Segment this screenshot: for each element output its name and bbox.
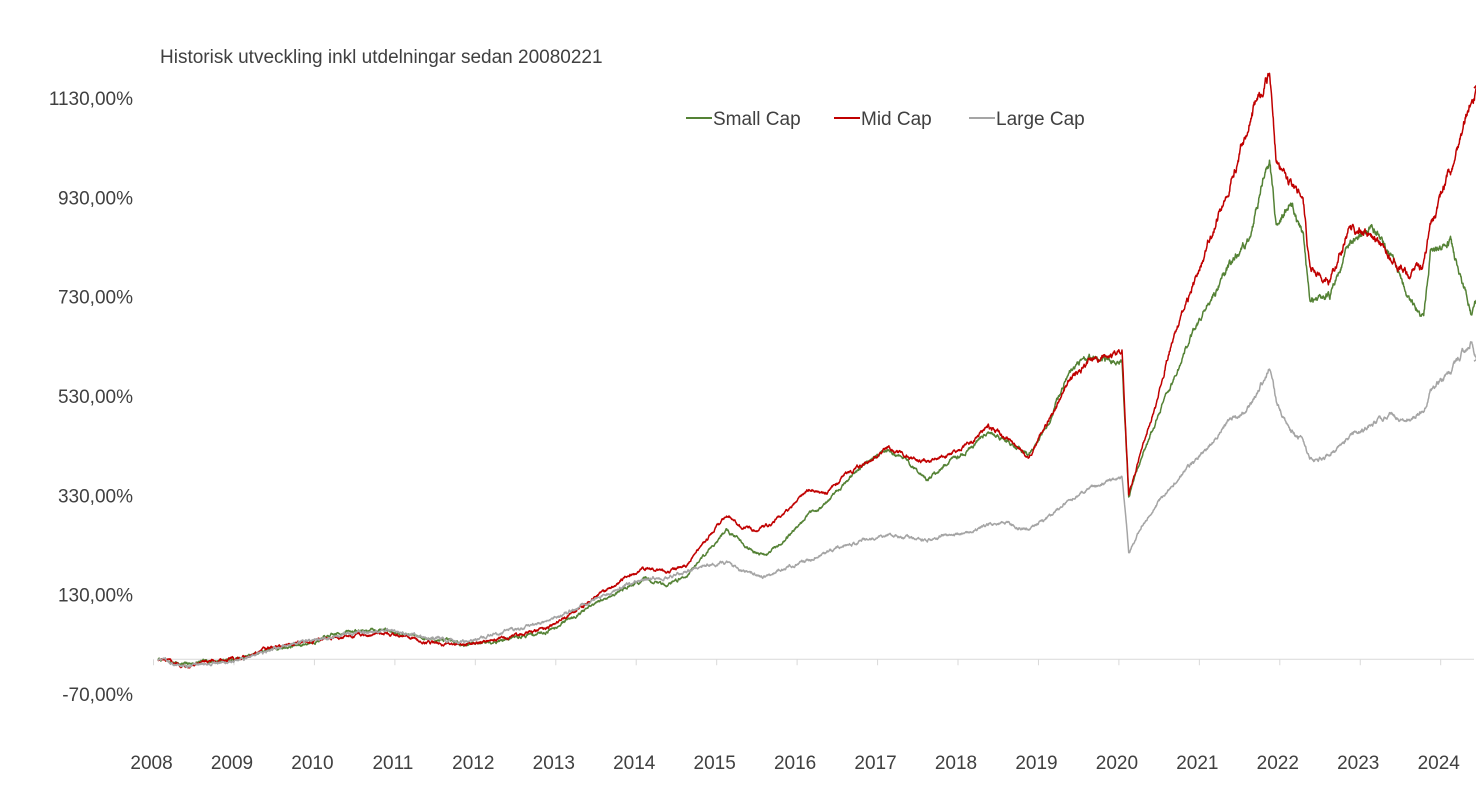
y-tick-label: 330,00% xyxy=(58,486,133,507)
x-tick-label: 2008 xyxy=(130,753,172,774)
x-tick-label: 2017 xyxy=(854,753,896,774)
y-tick-label: -70,00% xyxy=(62,685,133,706)
x-tick-label: 2023 xyxy=(1337,753,1379,774)
x-tick-label: 2021 xyxy=(1176,753,1218,774)
legend-label: Small Cap xyxy=(713,109,801,130)
x-tick-label: 2015 xyxy=(694,753,736,774)
x-tick-label: 2009 xyxy=(211,753,253,774)
x-tick-label: 2024 xyxy=(1418,753,1461,774)
x-tick-label: 2016 xyxy=(774,753,816,774)
x-tick-label: 2012 xyxy=(452,753,494,774)
x-tick-label: 2018 xyxy=(935,753,977,774)
legend-label: Mid Cap xyxy=(861,109,932,130)
series-line-small-cap xyxy=(157,159,1476,666)
chart-axes: 2008 2009 2010 2011 2012 2013 2014 2015 2016 2017… xyxy=(49,89,1474,774)
x-tick-label: 2019 xyxy=(1015,753,1057,774)
x-tick-label: 2011 xyxy=(372,753,413,774)
y-tick-label: 130,00% xyxy=(58,586,133,607)
x-tick-label: 2013 xyxy=(533,753,575,774)
y-tick-label: 530,00% xyxy=(58,387,133,408)
x-tick-label: 2010 xyxy=(291,753,333,774)
legend-label: Large Cap xyxy=(996,109,1085,130)
series-line-mid-cap xyxy=(157,72,1476,669)
series-line-large-cap xyxy=(157,341,1476,669)
chart-title: Historisk utveckling inkl utdelningar se… xyxy=(160,47,603,68)
y-tick-label: 1130,00% xyxy=(49,89,133,110)
chart-legend: Small Cap Mid Cap Large Cap xyxy=(686,109,1085,130)
x-tick-label: 2020 xyxy=(1096,753,1138,774)
x-tick-label: 2014 xyxy=(613,753,656,774)
y-tick-label: 930,00% xyxy=(58,188,133,209)
chart-series xyxy=(157,72,1476,669)
y-tick-label: 730,00% xyxy=(58,288,133,309)
x-tick-label: 2022 xyxy=(1257,753,1299,774)
